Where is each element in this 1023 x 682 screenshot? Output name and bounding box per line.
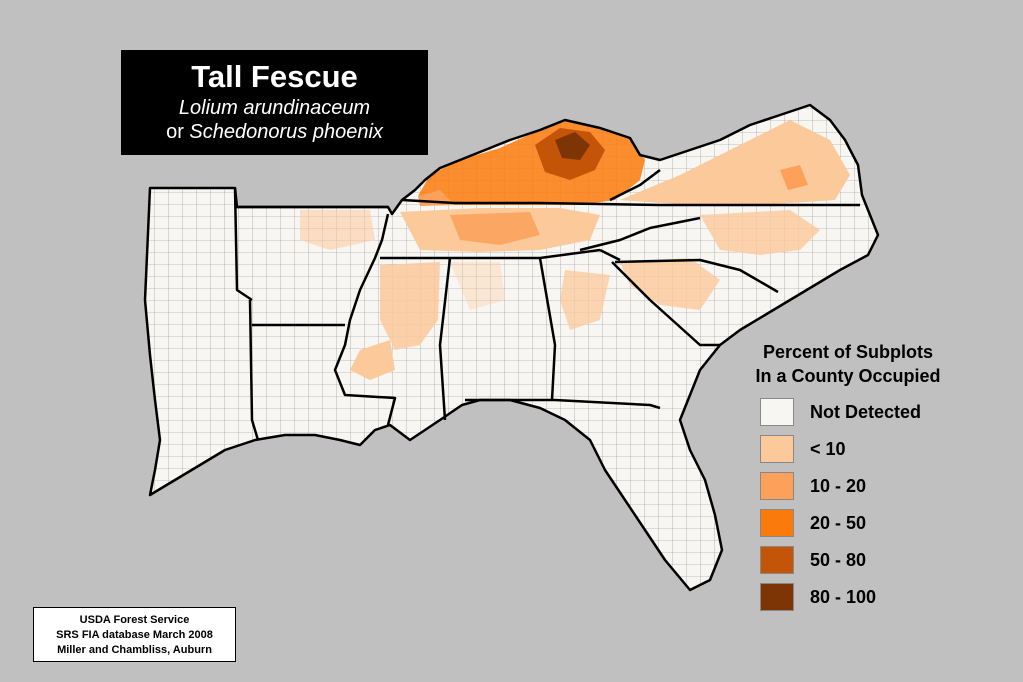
- al-ga-border: [538, 257, 557, 401]
- legend-swatch: [760, 435, 794, 463]
- legend-swatch: [760, 546, 794, 574]
- alabama-occupancy: [450, 262, 505, 310]
- nc-sc-border: [614, 258, 779, 294]
- kentucky-peak-core: [555, 132, 590, 160]
- ok-ar-border: [233, 187, 253, 302]
- alternate-scientific-name: Schedonorus phoenix: [189, 121, 383, 143]
- legend-label: 20 - 50: [810, 513, 867, 533]
- ky-tn-border: [401, 198, 860, 207]
- source-line3: Miller and Chambliss, Auburn: [57, 644, 212, 656]
- legend-title-line1: Percent of Subplots: [762, 342, 933, 362]
- mississippi-river: [333, 213, 397, 426]
- title-box: Tall Fescue Lolium arundinaceum or Sched…: [121, 50, 428, 155]
- arkansas-occupancy: [300, 210, 375, 250]
- tx-la-border: [248, 299, 260, 441]
- alternate-prefix: or: [166, 121, 190, 143]
- map-title: Tall Fescue: [191, 59, 358, 94]
- mississippi-southwest: [350, 340, 395, 380]
- north-carolina-occupancy: [700, 210, 820, 255]
- source-credit: USDA Forest Service SRS FIA database Mar…: [33, 607, 236, 662]
- legend-swatch: [760, 509, 794, 537]
- ms-al-border: [438, 257, 452, 421]
- ky-va-border: [609, 169, 661, 202]
- legend-label: 50 - 80: [810, 550, 867, 570]
- legend-swatch: [760, 472, 794, 500]
- mississippi-occupancy: [380, 262, 440, 350]
- state-borders: [143, 103, 880, 592]
- legend-title-line2: In a County Occupied: [755, 366, 941, 386]
- legend-label: 10 - 20: [810, 476, 867, 496]
- alternate-name: or Schedonorus phoenix: [121, 121, 428, 144]
- legend-label: < 10: [810, 439, 846, 459]
- virginia-spot: [780, 165, 808, 190]
- tn-nc-east: [599, 248, 621, 262]
- tennessee-mid-occupancy: [450, 212, 540, 245]
- ga-fl-border: [465, 398, 661, 410]
- scientific-name: Lolium arundinaceum: [178, 97, 371, 119]
- source-line1: USDA Forest Service: [79, 614, 190, 626]
- legend-label: 80 - 100: [810, 587, 877, 607]
- legend-title: Percent of Subplots In a County Occupied: [728, 340, 968, 388]
- legend-swatch: [760, 583, 794, 611]
- legend-label: Not Detected: [810, 402, 922, 422]
- legend-swatch: [760, 398, 794, 426]
- ga-sc-border: [611, 261, 720, 347]
- south-carolina-occupancy: [620, 258, 720, 310]
- occupancy-shading: [300, 120, 850, 380]
- source-line2: SRS FIA database March 2008: [56, 629, 213, 641]
- georgia-occupancy: [560, 270, 610, 330]
- nc-tn-border: [579, 216, 701, 252]
